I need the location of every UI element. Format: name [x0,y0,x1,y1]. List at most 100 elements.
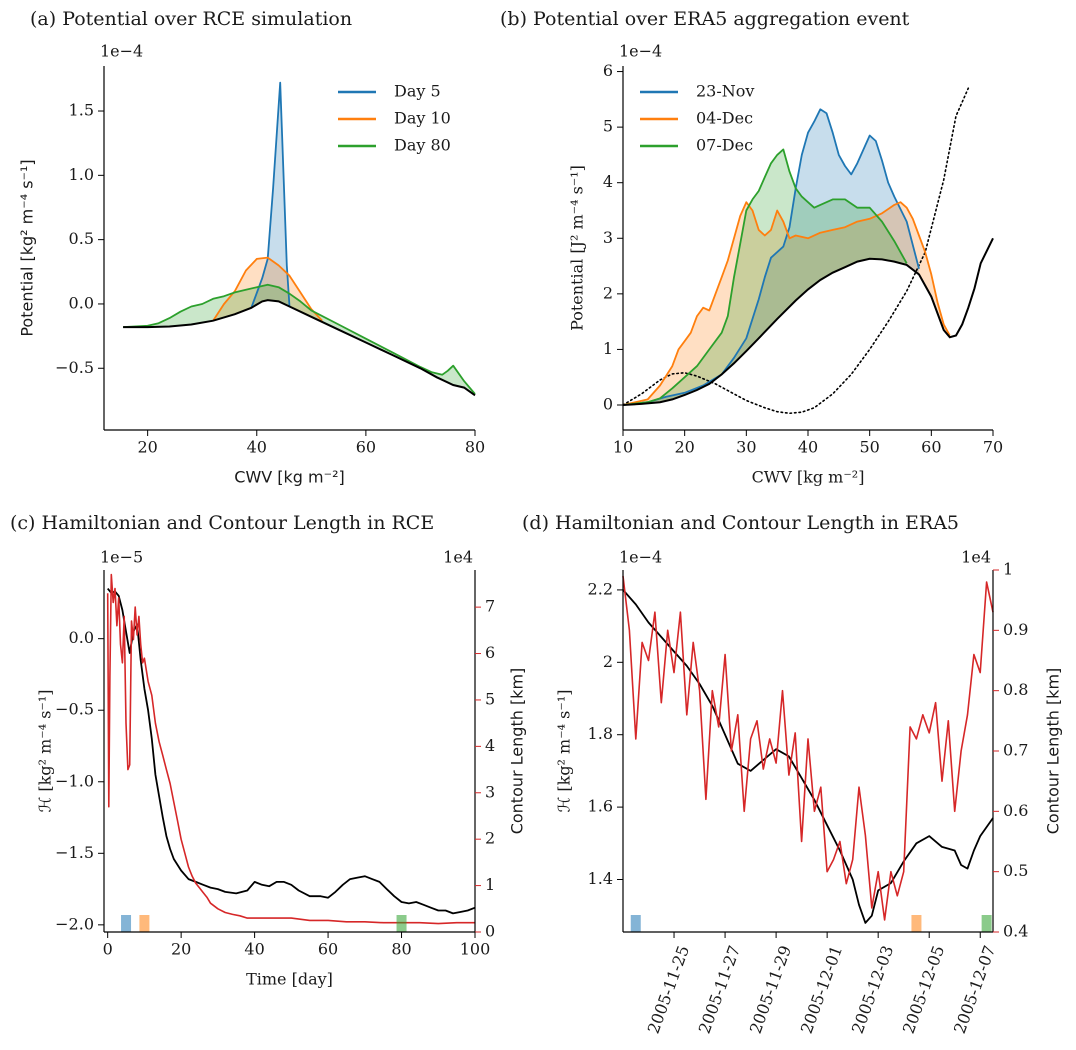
panel-title: (c) Hamiltonian and Contour Length in RC… [10,512,434,534]
legend-label-1: 04-Dec [696,109,753,128]
legend-label-0: 23-Nov [696,82,754,101]
contour-length-line [622,575,994,921]
axis-offset-label-right: 1e4 [961,548,991,567]
y2-tick-label: 6 [485,643,495,662]
x-tick-label: 2005-11-27 [695,943,744,1036]
x-tick-label: 50 [859,438,879,457]
x-tick-label: 80 [465,438,485,457]
contour-length-line [106,573,475,925]
y-tick-label: 1.0 [69,165,94,184]
legend-label-2: Day 80 [394,136,451,155]
y-tick-label: 1.5 [69,101,94,120]
x-tick-label: 2005-12-07 [950,943,999,1036]
x-tick-label: 40 [244,940,264,959]
y2-tick-label: 5 [485,689,495,708]
series-fill-2 [123,284,475,396]
x-tick-label: 40 [247,438,267,457]
y-tick-label: 3 [603,228,613,247]
y2-tick-label: 0 [485,922,495,941]
y-tick-label: −1.5 [55,843,94,862]
panel-title: (a) Potential over RCE simulation [30,8,352,30]
x-tick-label: 100 [460,940,491,959]
x-tick-label: 60 [921,438,941,457]
series-line-0 [250,81,291,309]
y-tick-label: 6 [603,61,613,80]
series-line-1 [212,256,323,322]
x-axis-label: CWV [kg m⁻²] [752,468,865,487]
x-tick-label: 30 [736,438,756,457]
event-marker-0 [121,915,132,932]
y-axis-label: ℋ [kg² m⁻⁴ s⁻¹] [555,689,574,812]
x-tick-label: 2005-12-05 [899,943,948,1036]
axis-offset-label: 1e−4 [619,548,662,567]
x-tick-label: 2005-11-25 [644,943,693,1036]
event-marker-0 [630,915,641,932]
hamiltonian-line [107,588,476,915]
y2-tick-label: 0.5 [1003,861,1028,880]
y-tick-label: 5 [603,117,613,136]
y2-axis-label: Contour Length [km] [508,668,527,835]
y2-tick-label: 4 [485,736,495,755]
x-axis-label: CWV [kg m⁻²] [234,468,344,487]
event-marker-1 [911,915,922,932]
event-marker-1 [139,915,150,932]
y2-tick-label: 0.7 [1003,741,1028,760]
y-tick-label: −1.0 [55,771,94,790]
y-tick-label: −2.0 [55,914,94,933]
x-tick-label: 20 [674,438,694,457]
y2-tick-label: 3 [485,782,495,801]
y-axis-label: Potential [kg² m⁻⁴ s⁻¹] [18,159,37,336]
series-line-2 [123,283,476,395]
y2-tick-label: 0.6 [1003,801,1028,820]
y-tick-label: 0.0 [69,293,94,312]
axis-offset-label: 1e−4 [619,42,662,61]
y2-tick-label: 1 [1003,560,1013,579]
x-tick-label: 20 [171,940,191,959]
y-tick-label: 1.6 [588,797,613,816]
hamiltonian-line [622,589,994,924]
panel-d-era5-hamiltonian: 1.4 1.6 1.8 2 2.2 0.4 0.5 0.6 0.7 0.8 0.9 1 2005-11-… [522,512,1063,1036]
dotted-line [622,87,970,415]
x-tick-label: 10 [613,438,633,457]
x-tick-label: 60 [318,940,338,959]
y-tick-label: 1.8 [588,724,613,743]
y2-axis-label: Contour Length [km] [1044,668,1063,835]
y-tick-label: 1 [603,339,613,358]
panel-c-rce-hamiltonian: −2.0 −1.5 −1.0 −0.5 0.0 0 1 2 3 4 5 6 7 0 20 40 60 80 100 T… [10,512,527,989]
axis-offset-label: 1e−5 [100,548,143,567]
x-tick-label: 80 [391,940,411,959]
y2-tick-label: 2 [485,829,495,848]
y2-tick-label: 1 [485,875,495,894]
x-tick-label: 2005-12-03 [848,943,897,1036]
panel-title: (d) Hamiltonian and Contour Length in ER… [522,512,959,534]
event-marker-2 [396,915,407,932]
x-tick-label: 70 [983,438,1003,457]
y-tick-label: 2 [603,283,613,302]
axis-offset-label-right: 1e4 [443,548,473,567]
y-tick-label: 1.4 [588,869,613,888]
y2-tick-label: 7 [485,597,495,616]
y-tick-label: −0.5 [55,700,94,719]
event-marker-2 [981,915,992,932]
series-line-2 [622,148,908,406]
baseline-line [622,237,994,406]
panel-b-era5-potential: 10 20 30 40 50 60 70 0 1 2 3 4 5 6 (b) Potential over … [500,8,1003,487]
series-fill-1 [213,257,323,322]
x-tick-label: 0 [103,940,113,959]
y-tick-label: 0.0 [69,628,94,647]
y-tick-label: 0 [603,394,613,413]
baseline-line [123,299,476,397]
x-axis-label: Time [day] [246,970,333,989]
legend-label-2: 07-Dec [696,136,753,155]
y2-tick-label: 0.8 [1003,680,1028,699]
axis-offset-label: 1e−4 [100,42,143,61]
panel-title: (b) Potential over ERA5 aggregation even… [500,8,910,30]
y2-tick-label: 0.9 [1003,620,1028,639]
y-tick-label: 2 [603,652,613,671]
x-tick-label: 40 [798,438,818,457]
series-fill-0 [251,82,290,308]
y-tick-label: 2.2 [588,579,613,598]
y-axis-label: Potential [J² m⁻⁴ s⁻¹] [568,165,587,331]
x-tick-label: 60 [356,438,376,457]
